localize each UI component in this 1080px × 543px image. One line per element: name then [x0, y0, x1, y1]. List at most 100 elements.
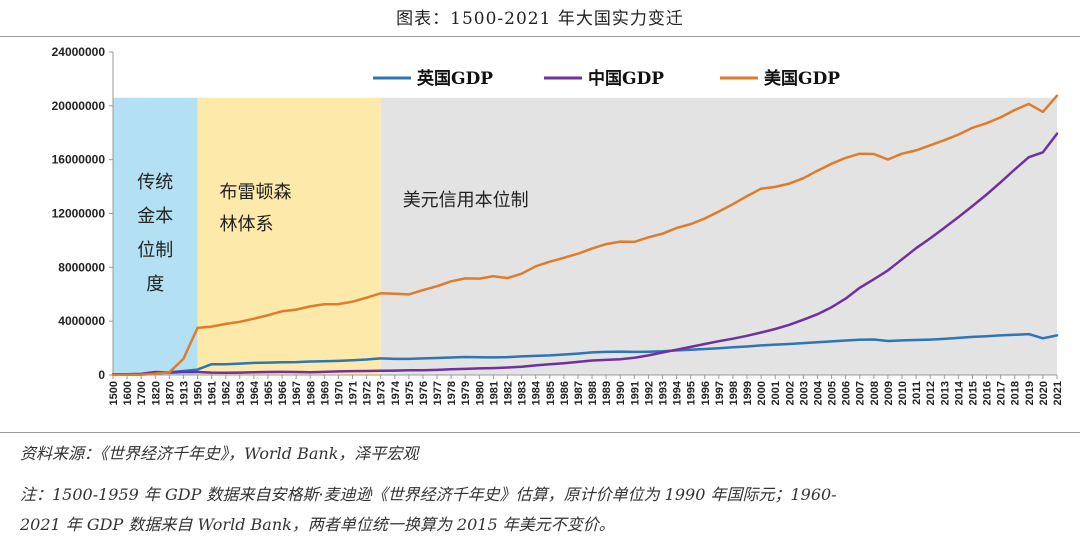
y-tick-label: 12000000	[52, 207, 106, 221]
x-tick-label: 1991	[629, 381, 641, 405]
x-tick-label: 2004	[812, 380, 824, 405]
x-tick-label: 1913	[178, 381, 190, 405]
x-tick-label: 1600	[122, 381, 134, 405]
x-tick-label: 1986	[559, 381, 571, 405]
region-band-2	[197, 97, 381, 375]
x-tick-label: 1995	[686, 381, 698, 405]
x-tick-label: 1970	[333, 381, 345, 405]
x-tick-label: 2009	[883, 381, 895, 405]
x-tick-label: 1999	[742, 381, 754, 405]
legend-label: 中国GDP	[588, 68, 664, 89]
x-tick-label: 1976	[418, 381, 430, 405]
x-tick-label: 1965	[263, 381, 275, 405]
x-tick-label: 2003	[798, 381, 810, 405]
x-tick-label: 2021	[1052, 381, 1064, 405]
region-label: 金本	[137, 206, 173, 227]
x-tick-label: 1964	[249, 380, 261, 405]
region-label: 布雷顿森	[220, 182, 292, 203]
series-lines	[111, 94, 1059, 377]
x-tick-label: 2019	[1024, 381, 1036, 405]
x-tick-label: 2017	[996, 381, 1008, 405]
y-tick-label: 20000000	[52, 99, 106, 113]
region-band-1	[113, 97, 198, 375]
source-note: 资料来源：《世界经济千年史》，World Bank，泽平宏观	[20, 444, 419, 463]
series-line-usa	[111, 94, 1059, 377]
x-tick-label: 1968	[305, 381, 317, 405]
x-tick-label: 2015	[967, 381, 979, 405]
x-tick-label: 1974	[390, 380, 402, 405]
x-tick-label: 1981	[488, 381, 500, 405]
x-tick-label: 2008	[869, 381, 881, 405]
x-tick-label: 1967	[291, 381, 303, 405]
x-axis-ticks: 1500 1600 1700 1820 1870 1913 1950 1961 1962 1963…	[108, 375, 1064, 405]
region-label: 传统	[137, 172, 173, 193]
x-tick-label: 1998	[728, 381, 740, 405]
x-tick-label: 2012	[925, 381, 937, 405]
y-tick-label: 0	[98, 368, 105, 382]
footer-divider	[0, 432, 1080, 433]
x-tick-label: 2016	[982, 381, 994, 405]
x-tick-label: 1973	[376, 381, 388, 405]
x-tick-label: 1977	[432, 381, 444, 405]
x-tick-label: 2002	[784, 381, 796, 405]
x-tick-label: 2000	[756, 381, 768, 405]
x-tick-label: 2014	[953, 380, 965, 405]
region-label: 位制	[137, 240, 173, 261]
y-axis-ticks: 0 4000000 8000000 12000000 16000000 20000000 2…	[52, 45, 113, 382]
x-tick-label: 1996	[700, 381, 712, 405]
legend-label: 美国GDP	[764, 68, 840, 89]
x-tick-label: 2006	[841, 381, 853, 405]
x-tick-label: 2005	[827, 381, 839, 405]
x-tick-label: 1961	[207, 381, 219, 405]
x-tick-label: 1700	[136, 381, 148, 405]
x-tick-label: 2001	[770, 381, 782, 405]
region-label: 美元信用本位制	[403, 190, 529, 211]
y-tick-label: 16000000	[52, 153, 106, 167]
x-tick-label: 1962	[221, 381, 233, 405]
x-tick-label: 1971	[348, 381, 360, 405]
x-tick-label: 2011	[911, 381, 923, 405]
x-tick-label: 1975	[404, 381, 416, 405]
x-tick-label: 2020	[1038, 381, 1050, 405]
x-tick-label: 1979	[460, 381, 472, 405]
x-tick-label: 1969	[319, 381, 331, 405]
x-tick-label: 1997	[714, 381, 726, 405]
chart-legend: 英国GDP 中国GDP 美国GDP	[373, 68, 840, 89]
x-tick-label: 1963	[235, 381, 247, 405]
x-tick-label: 1993	[657, 381, 669, 405]
title-divider	[0, 36, 1080, 37]
x-tick-label: 1820	[150, 381, 162, 405]
x-tick-label: 1500	[108, 381, 120, 405]
x-tick-label: 1980	[474, 381, 486, 405]
x-tick-label: 1983	[517, 381, 529, 405]
x-tick-label: 1990	[615, 381, 627, 405]
x-tick-label: 2013	[939, 381, 951, 405]
x-tick-label: 1994	[672, 380, 684, 405]
region-band-3	[380, 97, 1057, 375]
y-tick-label: 8000000	[58, 260, 105, 274]
x-tick-label: 1985	[545, 381, 557, 405]
series-line-china	[111, 132, 1059, 376]
x-tick-label: 2018	[1010, 381, 1022, 405]
y-tick-label: 4000000	[58, 314, 105, 328]
y-tick-label: 24000000	[52, 45, 106, 59]
x-tick-label: 2007	[855, 381, 867, 405]
x-tick-label: 1987	[573, 381, 585, 405]
x-tick-label: 1989	[601, 381, 613, 405]
x-tick-label: 1978	[446, 381, 458, 405]
x-tick-label: 1870	[164, 381, 176, 405]
x-tick-label: 1966	[277, 381, 289, 405]
legend-label: 英国GDP	[417, 68, 493, 89]
x-tick-label: 1984	[531, 380, 543, 405]
region-label: 度	[146, 274, 164, 295]
x-tick-label: 1988	[587, 381, 599, 405]
x-tick-label: 2010	[897, 381, 909, 405]
x-tick-label: 1972	[362, 381, 374, 405]
x-tick-label: 1950	[193, 381, 205, 405]
methodology-note-line-2: 2021 年 GDP 数据来自 World Bank，两者单位统一换算为 201…	[20, 515, 615, 534]
region-label: 林体系	[220, 214, 274, 235]
x-tick-label: 1992	[643, 381, 655, 405]
series-line-uk	[111, 332, 1059, 376]
